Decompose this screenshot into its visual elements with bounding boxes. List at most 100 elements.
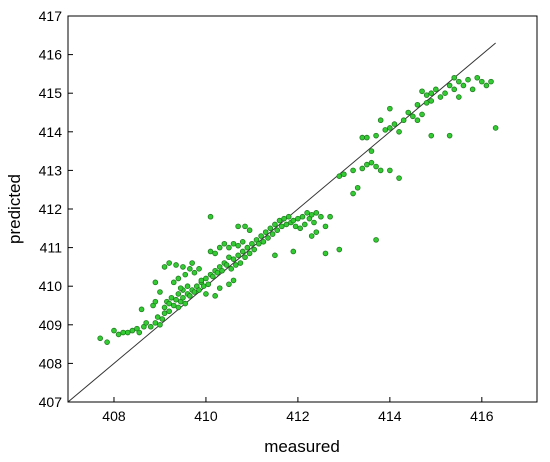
y-tick-label: 410 [39,278,63,294]
data-point [166,260,172,266]
data-point [387,167,393,174]
data-point [230,256,237,262]
data-point [272,252,278,259]
data-point [200,283,207,290]
data-point [414,117,421,124]
data-point [198,277,205,284]
data-point [147,323,154,330]
data-point [175,275,182,282]
data-point [182,300,189,307]
data-point [373,132,379,139]
data-point [205,281,212,288]
y-tick-label: 417 [39,8,63,24]
data-point [233,262,239,268]
data-point [221,240,228,247]
data-point [456,94,462,100]
data-point [207,213,214,220]
data-point [187,293,193,299]
data-point [173,296,179,303]
data-point [387,125,393,131]
data-point [157,289,163,295]
data-point [152,298,159,305]
y-axis-title: predicted [5,174,24,244]
data-point [290,217,297,224]
data-point [304,210,310,216]
data-point [419,111,425,118]
data-point [143,320,149,326]
data-point [281,215,287,222]
data-point [377,167,384,174]
data-point [242,223,248,230]
data-point [152,279,159,286]
data-point [173,262,179,268]
data-point [279,223,285,230]
y-axis-ticks: 407 408 409 410 411 412 413 414 415 416 417 [39,8,73,410]
data-point [249,240,255,247]
data-point [400,117,407,124]
data-point [104,339,110,345]
data-point [189,260,195,266]
data-point [136,329,143,336]
data-point [377,117,384,124]
data-point [350,167,356,174]
data-point [341,171,347,178]
x-tick-label: 416 [470,408,494,424]
data-point [308,233,315,239]
data-point [97,335,103,342]
data-point [292,223,299,230]
x-tick-label: 410 [194,408,218,424]
data-point [391,121,398,127]
data-point [483,82,490,89]
x-tick-label: 408 [102,408,126,424]
data-point [262,229,269,235]
data-point [226,244,232,251]
data-point [274,227,281,234]
data-point [161,304,168,311]
data-point [423,92,430,98]
data-point [265,235,271,241]
data-point [272,221,278,228]
data-point [258,233,264,239]
data-point [267,225,274,232]
data-point [239,248,246,255]
y-tick-label: 407 [39,394,63,410]
data-point [433,86,439,93]
data-point [207,248,214,255]
data-point [219,267,225,274]
x-tick-label: 414 [378,408,402,424]
data-point [246,227,253,234]
data-point [354,184,361,191]
data-point [244,244,251,251]
identity-line [67,42,496,403]
data-point [196,266,202,272]
data-point [359,134,366,141]
data-point [301,221,308,228]
data-point [203,275,209,282]
data-point [396,175,402,181]
data-point [182,271,189,278]
x-axis-ticks: 408 410 412 414 416 [102,397,494,424]
data-point [479,78,485,85]
data-point [166,300,172,307]
data-point [285,213,292,220]
data-point [311,219,317,226]
data-point [180,294,186,301]
data-point [446,82,453,89]
data-point [124,329,131,336]
data-point [322,250,329,257]
data-point [152,320,159,326]
data-point [451,86,458,93]
data-point [175,291,182,297]
data-points [97,74,499,345]
data-point [235,252,241,259]
data-point [469,86,476,93]
data-point [191,269,198,276]
data-point [175,304,182,311]
data-point [373,237,379,243]
y-tick-label: 411 [40,240,63,256]
y-tick-label: 413 [39,162,63,178]
data-point [387,105,393,112]
data-point [336,246,343,253]
data-point [297,225,304,232]
data-point [405,109,412,116]
